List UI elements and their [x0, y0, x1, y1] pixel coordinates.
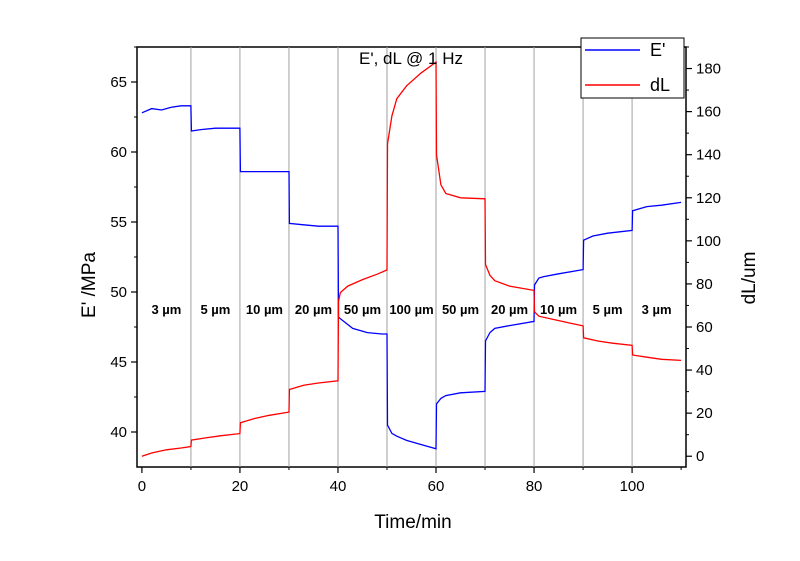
y-right-tick-label: 80	[696, 276, 713, 293]
y-left-axis-title: E' /MPa	[79, 252, 100, 318]
x-tick-label: 40	[330, 478, 347, 495]
legend-label-dl: dL	[650, 75, 670, 95]
y-right-tick-label: 120	[696, 190, 721, 207]
step-label: 100 µm	[389, 302, 433, 317]
chart-title: E', dL @ 1 Hz	[359, 49, 463, 68]
y-right-tick-label: 160	[696, 104, 721, 121]
step-label: 3 µm	[151, 302, 181, 317]
y-left-tick-label: 50	[110, 284, 127, 301]
y-right-axis-title: dL/um	[739, 252, 760, 305]
y-left-tick-label: 60	[110, 144, 127, 161]
step-label: 20 µm	[295, 302, 332, 317]
y-right-tick-label: 0	[696, 448, 704, 465]
y-left-tick-label: 65	[110, 74, 127, 91]
y-right-tick-label: 100	[696, 233, 721, 250]
legend-label-e: E'	[650, 40, 665, 60]
x-axis-title: Time/min	[374, 512, 451, 533]
series-line-e-prime	[141, 105, 682, 450]
x-tick-label: 20	[232, 478, 249, 495]
step-labels: 3 µm 5 µm 10 µm 20 µm 50 µm 100 µm 50 µm 20 µm 1…	[151, 302, 671, 317]
step-label: 5 µm	[593, 302, 623, 317]
y-left-tick-label: 55	[110, 214, 127, 231]
x-tick-label: 100	[620, 478, 645, 495]
legend-box	[580, 37, 685, 99]
y-right-axis: 0 20 40 60 80 100 120 140 160 180	[686, 46, 721, 465]
y-right-tick-label: 180	[696, 61, 721, 78]
y-right-tick-label: 140	[696, 147, 721, 164]
x-tick-label: 80	[526, 478, 543, 495]
y-left-tick-label: 45	[110, 354, 127, 371]
y-right-tick-label: 20	[696, 405, 713, 422]
plot-area	[136, 46, 687, 468]
series-layer	[141, 60, 682, 457]
step-label: 50 µm	[344, 302, 381, 317]
series-line-dl	[141, 60, 682, 457]
y-right-tick-label: 60	[696, 319, 713, 336]
x-tick-label: 0	[138, 478, 146, 495]
step-label: 50 µm	[442, 302, 479, 317]
y-left-tick-label: 40	[110, 424, 127, 441]
x-tick-label: 60	[428, 478, 445, 495]
x-axis: 0 20 40 60 80 100	[138, 467, 682, 495]
step-label: 5 µm	[200, 302, 230, 317]
legend: E' dL	[580, 37, 685, 99]
y-right-tick-label: 40	[696, 362, 713, 379]
step-label: 10 µm	[540, 302, 577, 317]
step-label: 10 µm	[246, 302, 283, 317]
step-label: 20 µm	[491, 302, 528, 317]
y-left-axis: 40 45 50 55 60 65	[110, 46, 137, 441]
step-label: 3 µm	[642, 302, 672, 317]
